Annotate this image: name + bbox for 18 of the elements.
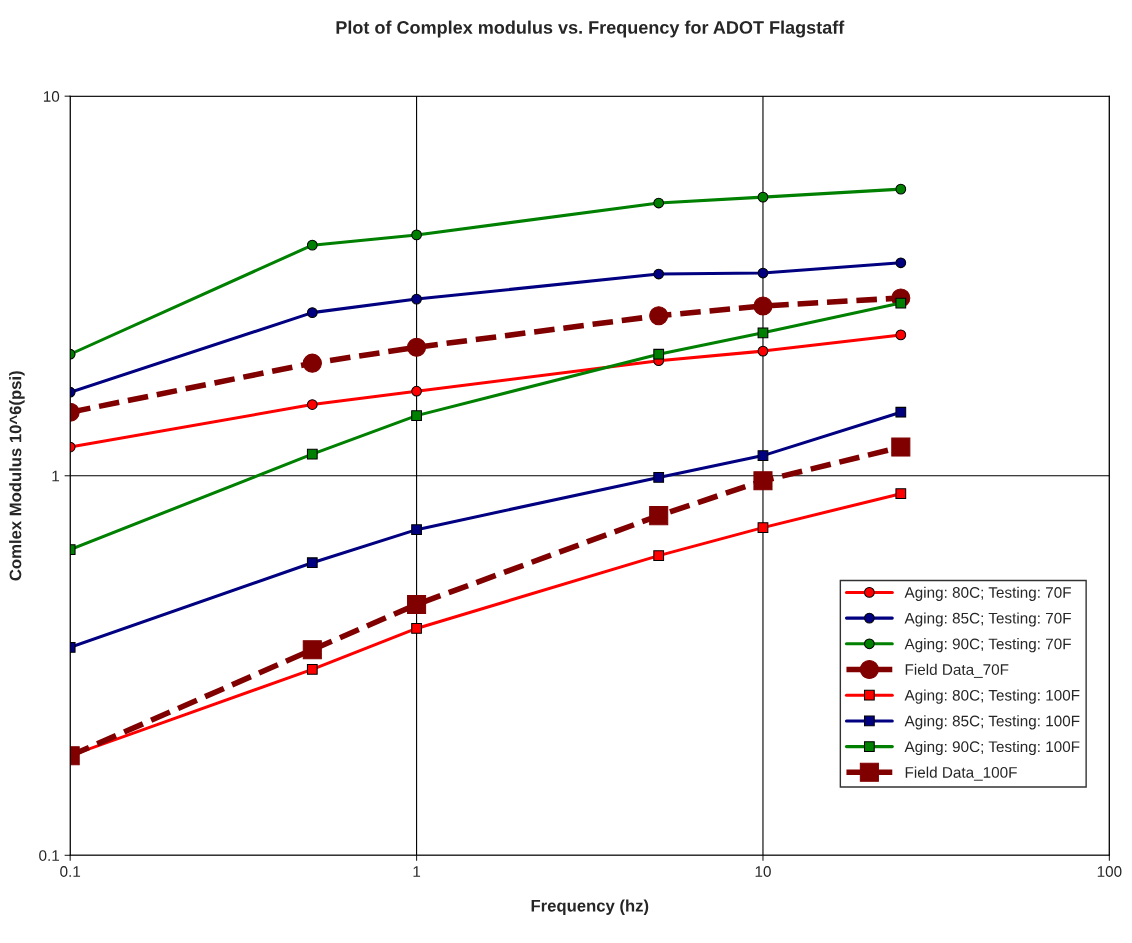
legend-label: Aging: 80C; Testing: 70F bbox=[904, 586, 1071, 601]
legend-label: Aging: 90C; Testing: 70F bbox=[904, 638, 1071, 653]
y-tick-label: 1 bbox=[52, 470, 60, 482]
legend-label: Field Data_70F bbox=[905, 663, 1009, 678]
x-tick-label: 100 bbox=[1097, 866, 1122, 877]
legend-label: Aging: 85C; Testing: 70F bbox=[904, 612, 1071, 627]
legend-label: Aging: 90C; Testing: 100F bbox=[904, 740, 1080, 756]
legend-label: Aging: 80C; Testing: 100F bbox=[904, 689, 1080, 704]
chart-title: Plot of Complex modulus vs. Frequency for ADOT Flagstaff bbox=[336, 20, 845, 38]
y-tick-label: 10 bbox=[43, 91, 60, 102]
y-tick-label: 0.1 bbox=[39, 850, 60, 861]
x-tick-label: 10 bbox=[755, 866, 771, 877]
x-axis-title: Frequency (hz) bbox=[531, 899, 649, 915]
legend-label: Aging: 85C; Testing: 100F bbox=[904, 715, 1080, 730]
y-axis-title: Comlex Modulus 10^6(psi) bbox=[9, 371, 25, 581]
x-tick-label: 0.1 bbox=[60, 866, 81, 877]
legend-label: Field Data_100F bbox=[905, 766, 1017, 781]
x-tick-label: 1 bbox=[413, 866, 421, 877]
